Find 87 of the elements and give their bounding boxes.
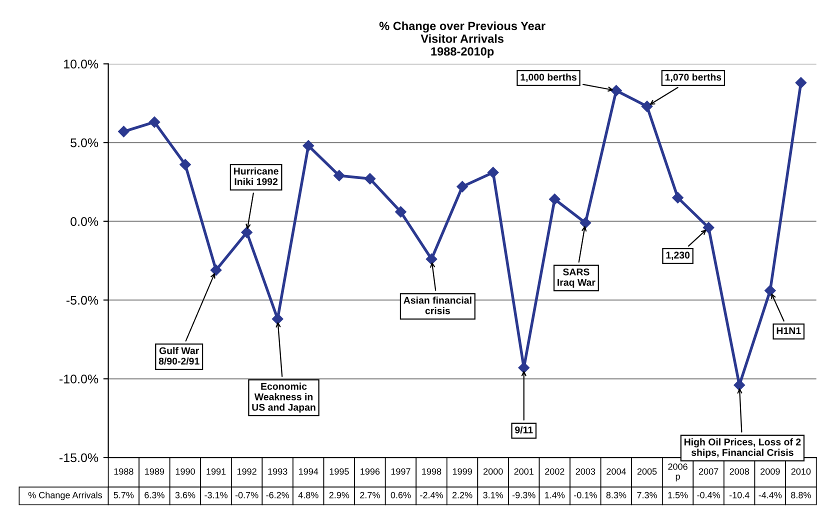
data-label: 3.6% <box>175 492 196 498</box>
data-label: -0.4% <box>697 492 720 498</box>
point <box>641 100 653 112</box>
data-label: -3.1% <box>204 492 228 498</box>
data-label: -0.7% <box>235 492 258 498</box>
x-tick-label: 2009 <box>760 468 780 475</box>
data-label: 2.2% <box>452 492 472 498</box>
x-tick-label: 2006 p <box>668 463 688 482</box>
point <box>672 192 684 204</box>
x-tick-label: 1993 <box>268 468 288 475</box>
point <box>241 226 252 238</box>
annotation: 9/11 <box>515 426 533 434</box>
data-label: 2.7% <box>360 492 380 498</box>
data-label: -9.3% <box>512 492 536 498</box>
x-tick-label: 1988 <box>114 468 134 475</box>
data-label: 8.8% <box>791 492 811 498</box>
point <box>456 181 468 192</box>
data-label: -4.4% <box>758 492 782 498</box>
x-tick-label: 1996 <box>360 468 380 475</box>
y-tick-label: -10.0% <box>60 374 98 384</box>
point <box>148 116 160 128</box>
data-label: 4.8% <box>298 492 318 498</box>
data-label: 0.6% <box>390 492 411 498</box>
annotation: H1N1 <box>776 327 801 334</box>
annotation: Economic Weakness in US and Japan <box>252 382 316 413</box>
data-label: -6.2% <box>266 492 290 498</box>
point <box>580 217 592 228</box>
point <box>334 170 345 182</box>
point <box>118 126 130 138</box>
text: % Change Arrivals <box>28 492 102 500</box>
point <box>272 313 284 325</box>
x-tick-label: 1999 <box>452 468 472 475</box>
point <box>795 77 807 88</box>
annotation: 1,000 berths <box>520 73 576 82</box>
chart-title: % Change over Previous Year Visitor Arrivals 1988-2010p <box>379 21 546 58</box>
point <box>364 173 376 184</box>
point <box>764 284 776 296</box>
point <box>180 159 191 170</box>
annotation: Gulf War 8/90-2/91 <box>158 346 200 365</box>
data-label: 1.4% <box>545 492 565 498</box>
point <box>210 264 222 276</box>
annotation: Hurricane Iniki 1992 <box>234 167 278 186</box>
x-tick-label: 1997 <box>391 468 410 475</box>
point <box>487 166 499 178</box>
annotation: 1,070 berths <box>665 73 722 82</box>
x-tick-label: 1992 <box>237 468 256 475</box>
point <box>610 85 622 96</box>
x-tick-label: 2001 <box>514 468 534 475</box>
data-label: 1.5% <box>668 492 688 498</box>
y-tick-label: -5.0% <box>66 296 98 305</box>
y-tick-label: 5.0% <box>70 138 98 148</box>
data-label: 3.1% <box>483 492 504 498</box>
data-label: 2.9% <box>329 492 350 498</box>
x-tick-label: 2008 <box>730 468 750 475</box>
x-tick-label: 2005 <box>637 468 657 475</box>
y-tick-label: -15.0% <box>60 453 98 462</box>
point <box>549 194 560 205</box>
x-tick-label: 1998 <box>422 468 442 475</box>
x-tick-label: 2000 <box>484 468 503 475</box>
x-tick-label: 2010 <box>791 468 811 475</box>
x-tick-label: 1990 <box>176 468 195 475</box>
x-tick-label: 2002 <box>545 468 564 475</box>
point <box>302 140 314 152</box>
x-tick-label: 1995 <box>330 468 349 475</box>
data-label: 8.3% <box>606 492 626 498</box>
x-tick-label: 1989 <box>145 468 164 475</box>
point <box>518 362 530 374</box>
y-tick-label: 10.0% <box>64 60 98 68</box>
annotation: 1,230 <box>666 252 690 260</box>
point <box>395 206 406 218</box>
data-label: -2.4% <box>420 492 443 498</box>
point <box>426 254 438 265</box>
y-tick-label: 0.0% <box>70 217 98 226</box>
x-tick-label: 1991 <box>206 468 226 475</box>
data-label: 7.3% <box>637 492 657 498</box>
annotation: Asian financial crisis <box>404 296 472 314</box>
data-label: 5.7% <box>114 492 134 498</box>
data-label: -10.4 <box>729 492 750 498</box>
x-tick-label: 2007 <box>699 468 718 475</box>
point <box>702 222 714 234</box>
data-label: -0.1% <box>574 492 597 498</box>
data-label: 6.3% <box>144 492 164 498</box>
x-tick-label: 2004 <box>606 468 626 475</box>
x-tick-label: 2003 <box>576 468 596 475</box>
x-tick-label: 1994 <box>299 468 318 475</box>
annotation: SARS Iraq War <box>558 268 596 288</box>
annotation: High Oil Prices, Loss of 2 ships, Financial Crisis <box>684 438 801 458</box>
